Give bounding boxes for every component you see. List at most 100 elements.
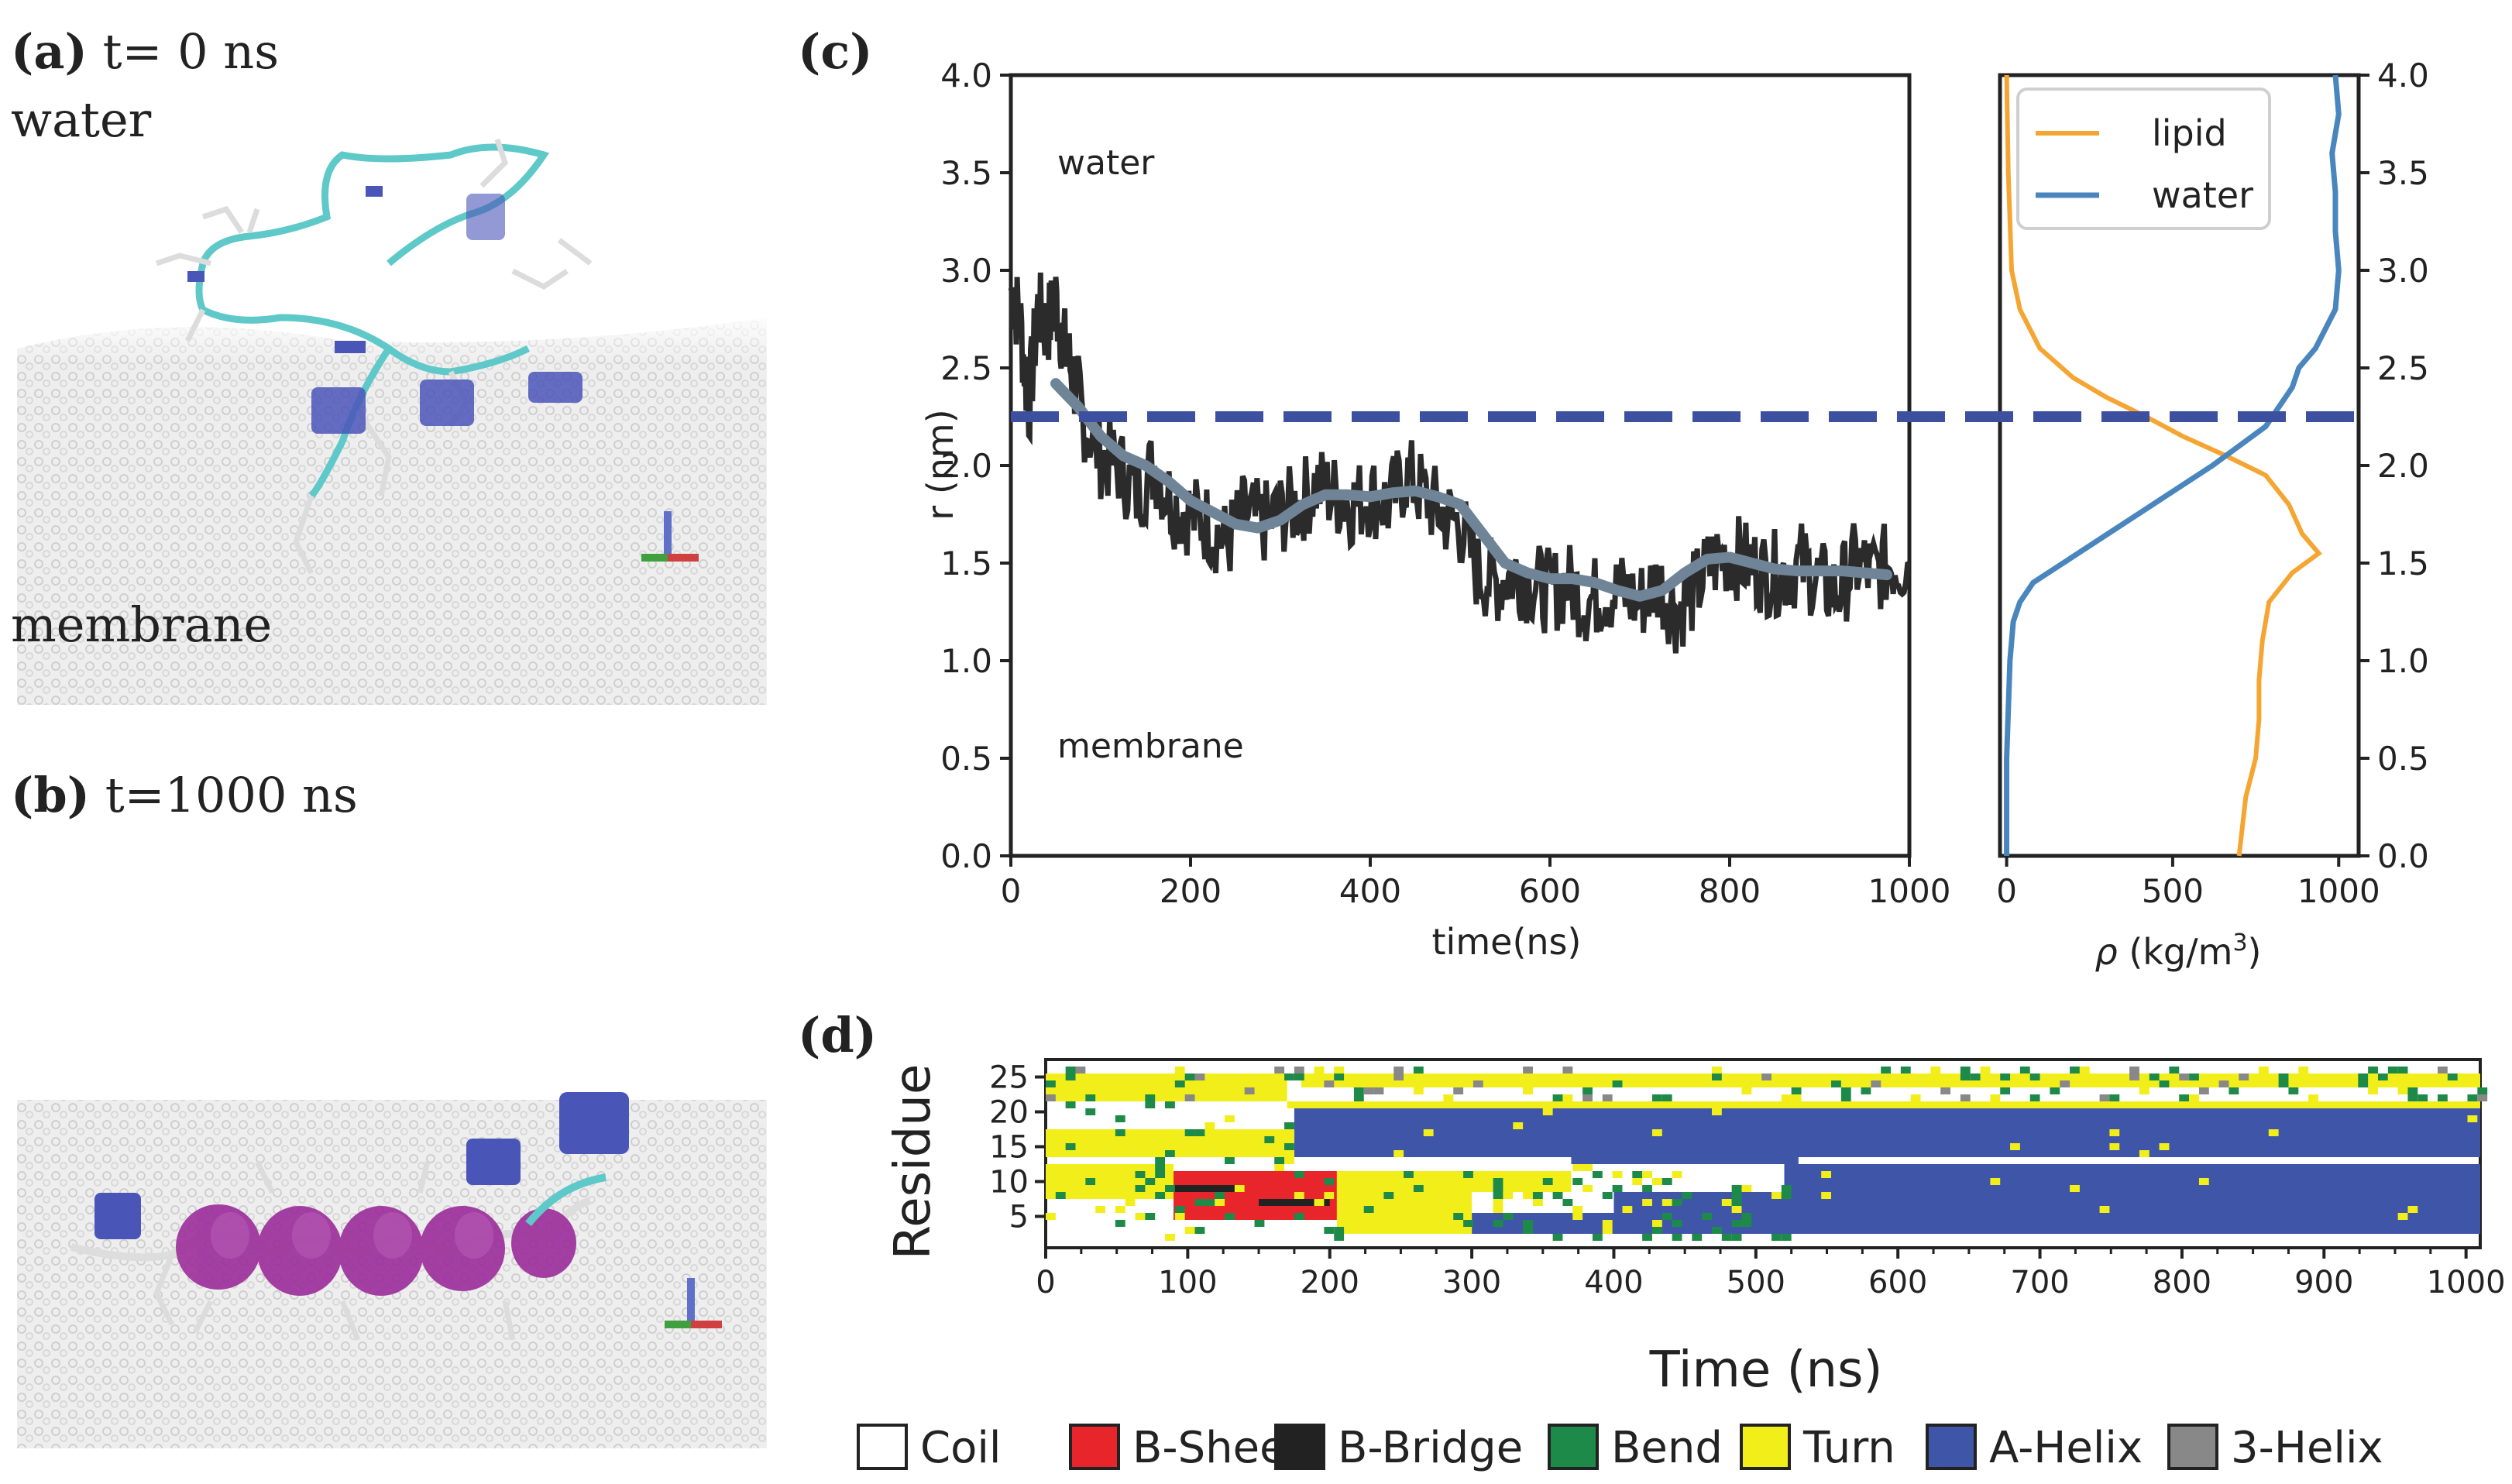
d-cell (1215, 1192, 1225, 1199)
d-cell (1572, 1164, 1583, 1171)
d-cell (1423, 1129, 1434, 1136)
d-cell (2139, 1150, 2149, 1157)
d-cell (1702, 1213, 1712, 1220)
d-cell (2477, 1087, 2488, 1094)
d-cell (1493, 1178, 1503, 1185)
d-cell (1145, 1178, 1156, 1185)
d-cell (2109, 1129, 2120, 1136)
d-cell (1165, 1185, 1175, 1192)
d-cell (1225, 1073, 1235, 1080)
d-cell (2159, 1143, 2170, 1150)
d-cell (1582, 1087, 1593, 1094)
d-cell (1046, 1213, 1056, 1220)
d-xtick-label: 900 (2294, 1265, 2353, 1300)
d-cell (2050, 1087, 2060, 1094)
d-cell (1055, 1185, 1066, 1192)
d-legend-swatch (857, 1424, 908, 1470)
side-chains-blue-b (95, 1092, 629, 1239)
d-cell (1085, 1094, 1096, 1101)
d-cell (1930, 1067, 1941, 1073)
panel-a-tag: (a) (11, 23, 88, 80)
d-cell (1523, 1220, 1533, 1227)
d-cell (1781, 1192, 1792, 1199)
d-cell (1493, 1185, 1503, 1192)
d-cell (1582, 1164, 1593, 1171)
d-cell (1493, 1192, 1503, 1199)
d-cell (1791, 1087, 1802, 1094)
d-cell (1204, 1087, 1215, 1094)
c-right-xtick-label: 1000 (2297, 872, 2380, 910)
d-block-turn (1336, 1171, 1572, 1192)
d-cell (1115, 1115, 1125, 1122)
axes-gizmo-a (641, 511, 699, 562)
d-cell (1184, 1073, 1195, 1080)
d-cell (1572, 1213, 1583, 1220)
d-cell (2089, 1080, 2100, 1087)
d-cell (1393, 1067, 1404, 1073)
d-cell (1602, 1220, 1613, 1227)
d-cell (1940, 1087, 1951, 1094)
d-cell (1622, 1206, 1633, 1213)
d-cell (1572, 1178, 1583, 1185)
d-cell (1523, 1192, 1533, 1199)
d-xtick-label: 1000 (2427, 1265, 2506, 1300)
d-cell (1532, 1192, 1543, 1199)
d-cell (1373, 1087, 1384, 1094)
d-cell (2109, 1143, 2120, 1150)
d-cell (1145, 1213, 1156, 1220)
d-cell (1612, 1171, 1623, 1178)
d-cell (1135, 1171, 1146, 1178)
d-cell (1294, 1192, 1304, 1199)
d-cell (1383, 1192, 1394, 1199)
d-cell (1682, 1192, 1692, 1199)
d-cell (1363, 1087, 1374, 1094)
d-cell (1443, 1094, 1454, 1101)
d-cell (1642, 1171, 1652, 1178)
d-cell (2417, 1094, 2428, 1101)
d-cell (2149, 1073, 2160, 1080)
d-cell (1174, 1067, 1185, 1073)
d-cell (1204, 1122, 1215, 1129)
d-cell (1184, 1094, 1195, 1101)
c-left-ytick-label: 0.5 (940, 740, 992, 778)
d-cell (1990, 1178, 2001, 1185)
d-cell (1423, 1213, 1434, 1220)
d-cell (1334, 1073, 1345, 1080)
d-cell (1472, 1080, 1483, 1087)
d-block-turn (1336, 1192, 1472, 1234)
d-xtick-label: 300 (1442, 1265, 1501, 1300)
d-ytick-label: 25 (989, 1060, 1029, 1096)
d-cell (1085, 1178, 1096, 1185)
panel-b-title: (b) t=1000 ns (11, 767, 358, 823)
d-cell (1234, 1185, 1245, 1192)
d-cell (1105, 1150, 1115, 1157)
d-cell (1215, 1143, 1225, 1150)
d-cell (1065, 1143, 1076, 1150)
d-cell (1105, 1087, 1115, 1094)
d-cell (1562, 1067, 1573, 1073)
d-cell (2397, 1213, 2408, 1220)
d-xtick-label: 500 (1727, 1265, 1785, 1300)
d-cell (1095, 1178, 1106, 1185)
c-left-ytick-label: 4.0 (940, 57, 992, 94)
d-cell (1234, 1136, 1245, 1143)
d-cell (1741, 1087, 1752, 1094)
d-ytick-label: 15 (989, 1130, 1029, 1166)
d-cell (1274, 1157, 1285, 1164)
d-cell (2139, 1087, 2149, 1094)
c-right-xticks: 0 500 1000 (1996, 856, 2380, 910)
d-cell (1503, 1213, 1514, 1220)
d-cell (1115, 1129, 1125, 1136)
d-cell (2189, 1094, 2199, 1101)
d-cell (2467, 1094, 2478, 1101)
d-legend-label: Coil (920, 1423, 1001, 1473)
d-cell (1771, 1234, 1782, 1241)
d-cell (1483, 1185, 1493, 1192)
d-cell (1244, 1087, 1255, 1094)
d-cell (2268, 1129, 2279, 1136)
c-region-water: water (1057, 143, 1155, 183)
d-cell (1642, 1185, 1652, 1192)
d-cell (1075, 1164, 1086, 1171)
c-left-ytick-label: 3.5 (940, 154, 992, 192)
d-cell (1055, 1164, 1066, 1171)
